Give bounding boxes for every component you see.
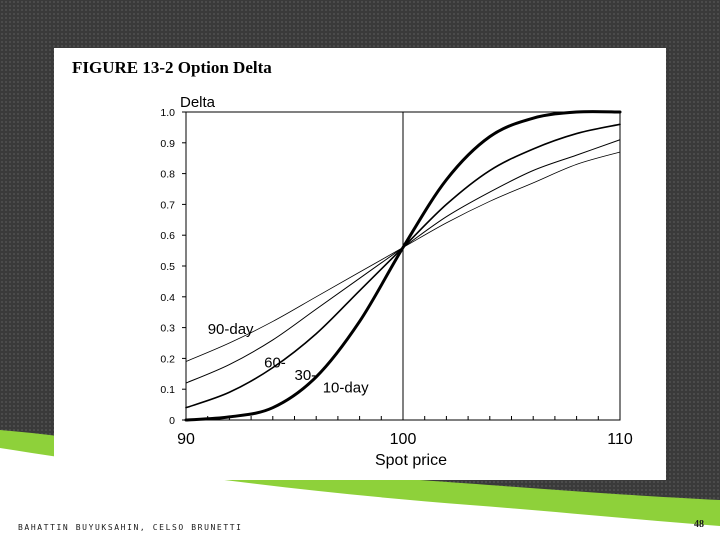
y-tick-label: 0.7 xyxy=(160,199,175,211)
curve-label: 30- xyxy=(295,367,317,384)
y-tick-label: 0.6 xyxy=(160,230,175,242)
curve-label: 10-day xyxy=(323,379,369,396)
x-tick-label: 100 xyxy=(390,431,417,448)
figure-card: FIGURE 13-2 Option Delta 0 0.1 0.2 0.3 0.4 0.… xyxy=(54,48,666,480)
y-tick-label: 0.2 xyxy=(160,353,175,365)
series-line-90day xyxy=(185,151,621,362)
y-tick-label: 0.9 xyxy=(160,138,175,150)
x-axis-title: Spot price xyxy=(375,452,447,469)
y-tick-label: 0 xyxy=(169,415,175,427)
y-tick-label: 0.8 xyxy=(160,169,175,181)
x-tick-label: 90 xyxy=(177,431,195,448)
footer-authors: BAHATTIN BUYUKSAHIN, CELSO BRUNETTI xyxy=(18,523,243,532)
y-tick-label: 0.1 xyxy=(160,384,175,396)
y-axis-title: Delta xyxy=(180,94,216,111)
page-number: 48 xyxy=(694,519,704,530)
y-tick-label: 1.0 xyxy=(160,107,175,119)
option-delta-chart: 0 0.1 0.2 0.3 0.4 0.5 0.6 0.7 0.8 0.9 1.0 90 100 110 D… xyxy=(160,94,633,469)
curve-label: 90-day xyxy=(208,321,254,338)
y-tick-label: 0.4 xyxy=(160,292,175,304)
curve-label: 60- xyxy=(264,355,286,372)
x-tick-label: 110 xyxy=(607,431,633,448)
y-tick-label: 0.3 xyxy=(160,323,175,335)
y-tick-label: 0.5 xyxy=(160,261,175,273)
figure-title: FIGURE 13-2 Option Delta xyxy=(72,58,272,77)
